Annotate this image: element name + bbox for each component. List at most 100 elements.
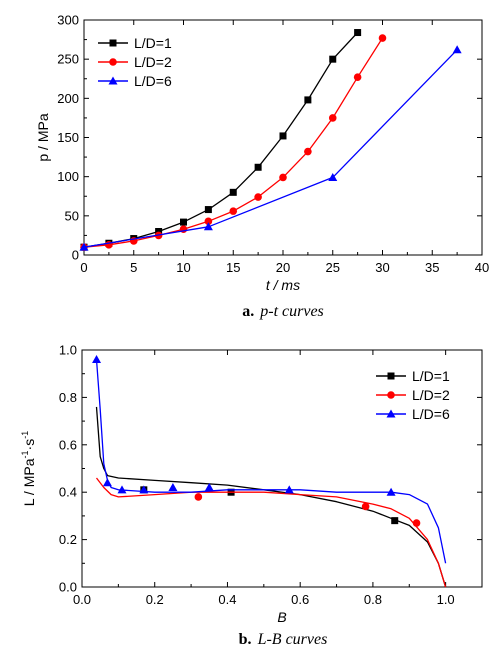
data-point — [412, 519, 421, 527]
y-tick-label: 200 — [57, 91, 79, 106]
legend-marker — [109, 58, 117, 66]
data-point — [229, 207, 238, 215]
legend-marker — [387, 372, 395, 380]
data-point — [203, 222, 213, 231]
data-point — [168, 482, 178, 491]
data-point — [102, 478, 112, 487]
legend-label: L/D=2 — [412, 387, 450, 403]
data-point — [92, 354, 102, 363]
x-tick-label: 0.4 — [218, 592, 236, 607]
data-point — [117, 485, 127, 494]
x-tick-label: 0.6 — [291, 592, 309, 607]
series-3 — [92, 354, 447, 564]
data-point — [254, 163, 262, 171]
data-point — [204, 217, 213, 226]
y-axis-label-exp: -1 — [20, 450, 30, 458]
data-point — [284, 485, 294, 494]
y-axis-label-unit: ·s — [21, 439, 37, 451]
y-axis-label-main: L / MPa — [21, 458, 37, 506]
series-line — [95, 406, 447, 588]
data-point — [328, 114, 337, 122]
x-tick-label: 25 — [326, 260, 340, 275]
series-1 — [95, 406, 447, 588]
legend-marker — [387, 391, 395, 399]
y-tick-label: 0.4 — [59, 485, 77, 500]
data-point — [452, 45, 462, 54]
y-tick-label: 0.0 — [59, 580, 77, 595]
x-tick-label: 0.0 — [73, 592, 91, 607]
x-tick-label: 35 — [425, 260, 439, 275]
chart-caption: b. L-B curves — [239, 631, 328, 648]
y-axis-label-exp2: -1 — [20, 431, 30, 439]
y-tick-label: 300 — [57, 13, 79, 28]
x-tick-label: 20 — [276, 260, 290, 275]
data-point — [279, 173, 287, 182]
caption-text: p-t curves — [259, 303, 324, 320]
data-point — [328, 172, 338, 181]
legend-label: L/D=6 — [134, 73, 172, 89]
legend-entry: L/D=1 — [98, 35, 172, 51]
series-3 — [79, 45, 462, 251]
x-tick-label: 1.0 — [437, 592, 455, 607]
data-point — [204, 482, 214, 491]
x-tick-label: 15 — [226, 260, 240, 275]
x-tick-label: 10 — [176, 260, 190, 275]
x-tick-label: 40 — [475, 260, 489, 275]
data-point — [361, 502, 370, 511]
legend-entry: L/D=6 — [98, 73, 172, 89]
x-tick-label: 0.8 — [364, 592, 382, 607]
series-line — [95, 477, 447, 588]
legend-marker — [109, 39, 117, 47]
data-point — [304, 147, 312, 156]
y-axis-label: L / MPa-1·s-1 — [20, 431, 37, 506]
data-point — [139, 485, 149, 494]
series-line — [83, 37, 384, 248]
y-tick-label: 150 — [57, 130, 79, 145]
legend-entry: L/D=2 — [376, 387, 450, 403]
data-point — [180, 218, 187, 226]
legend-label: L/D=1 — [412, 368, 450, 384]
y-tick-label: 0 — [72, 248, 79, 263]
series-2 — [80, 34, 387, 251]
y-tick-label: 250 — [57, 52, 79, 67]
chart-a: 0 5 10 15 20 25 30 35 40 0 50 100 150 200 250 300 t / ms… — [35, 13, 489, 321]
data-point — [386, 487, 396, 496]
legend-marker — [108, 76, 118, 85]
plot-frame — [81, 349, 483, 588]
legend-label: L/D=2 — [134, 54, 172, 70]
data-point — [391, 517, 399, 525]
data-point — [155, 228, 163, 235]
x-tick-label: 5 — [130, 260, 137, 275]
data-point — [204, 206, 212, 214]
legend-entry: L/D=2 — [98, 54, 172, 70]
legend-marker — [386, 409, 396, 418]
legend-entry: L/D=1 — [376, 368, 450, 384]
x-axis-label: t / ms — [266, 277, 300, 293]
y-tick-label: 100 — [57, 169, 79, 184]
data-point — [378, 34, 387, 42]
data-point — [353, 73, 362, 81]
data-point — [304, 96, 312, 104]
data-point — [354, 29, 362, 37]
data-point — [79, 242, 89, 251]
series-2 — [95, 477, 447, 588]
chart-b: 0.0 0.2 0.4 0.6 0.8 1.0 0.0 0.2 0.4 0.6 0.8 1.0 B L /… — [20, 343, 483, 648]
y-tick-label: 50 — [65, 208, 79, 223]
caption-text: L-B curves — [257, 631, 328, 648]
x-axis-label: B — [277, 609, 286, 625]
y-tick-label: 0.6 — [59, 437, 77, 452]
caption-label: a. — [242, 303, 254, 320]
series-line — [95, 359, 447, 564]
legend-label: L/D=1 — [134, 35, 172, 51]
y-tick-label: 1.0 — [59, 343, 77, 358]
x-tick-label: 30 — [375, 260, 389, 275]
y-axis-label: p / MPa — [35, 113, 51, 161]
chart-caption: a. p-t curves — [242, 303, 324, 320]
series-line — [83, 49, 458, 248]
data-point — [329, 55, 337, 63]
y-tick-label: 0.2 — [59, 532, 77, 547]
x-tick-label: 0 — [80, 260, 87, 275]
data-point — [279, 132, 287, 140]
data-point — [194, 493, 203, 501]
